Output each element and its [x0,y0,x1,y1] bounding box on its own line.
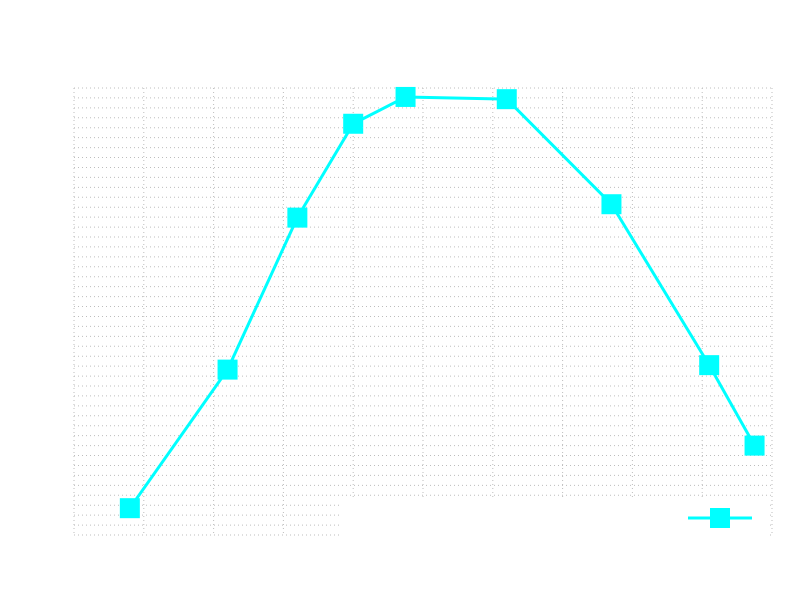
data-point-marker [119,498,140,519]
data-point-marker [395,86,416,107]
data-point-marker [744,435,765,456]
horizontal-grid-lines [74,87,772,536]
legend-marker-swatch [710,508,730,528]
legend-box [340,500,770,540]
data-point-marker [496,89,517,110]
data-point-marker [217,359,238,380]
data-point-marker [699,355,720,376]
data-point-marker [601,194,622,215]
data-point-marker [287,207,308,228]
vertical-grid-lines [73,88,773,535]
series-layer [119,86,765,519]
data-point-marker [343,113,364,134]
legend [340,500,770,540]
